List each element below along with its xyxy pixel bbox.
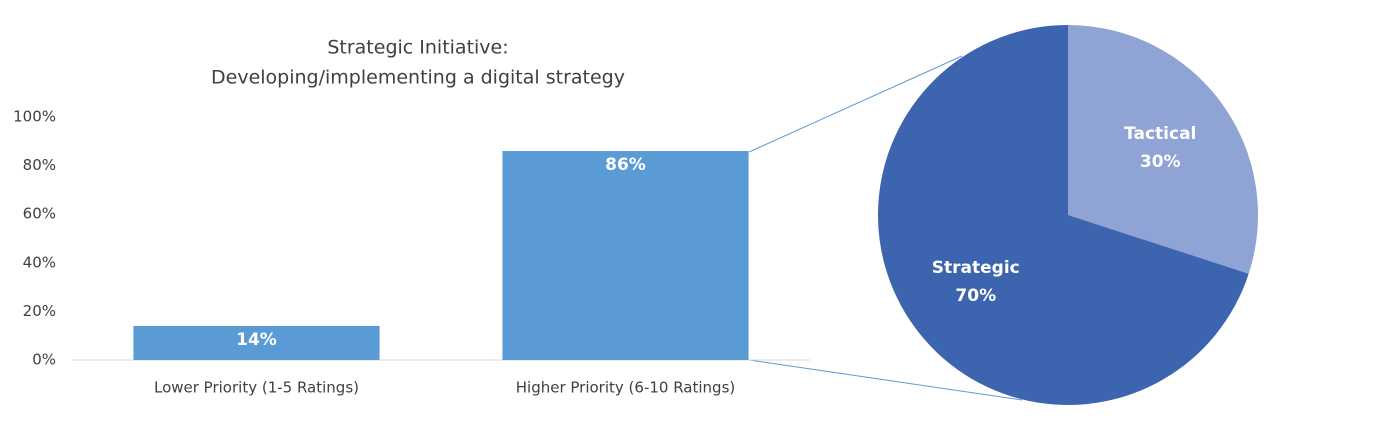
x-tick-label: Lower Priority (1-5 Ratings) <box>154 379 359 397</box>
chart-title: Developing/implementing a digital strate… <box>211 67 625 89</box>
y-tick-label: 60% <box>23 205 56 223</box>
slice-label: Tactical <box>1124 124 1196 144</box>
bar <box>133 325 380 360</box>
connector-line <box>748 55 963 153</box>
slice-label: Strategic <box>932 258 1020 278</box>
x-tick-label: Higher Priority (6-10 Ratings) <box>516 379 736 397</box>
slice-value-label: 30% <box>1140 152 1181 172</box>
pie-slice <box>878 25 1249 405</box>
slice-value-label: 70% <box>955 286 996 306</box>
connector-line <box>748 359 1023 401</box>
y-tick-label: 0% <box>32 351 56 369</box>
y-tick-label: 20% <box>23 302 56 320</box>
bar <box>502 151 749 360</box>
data-label: 86% <box>605 155 646 175</box>
pie-slice <box>1068 25 1258 274</box>
y-tick-label: 80% <box>23 156 56 174</box>
y-tick-label: 40% <box>23 253 56 271</box>
y-tick-label: 100% <box>13 108 56 126</box>
chart-title: Strategic Initiative: <box>327 37 508 59</box>
data-label: 14% <box>236 330 277 350</box>
